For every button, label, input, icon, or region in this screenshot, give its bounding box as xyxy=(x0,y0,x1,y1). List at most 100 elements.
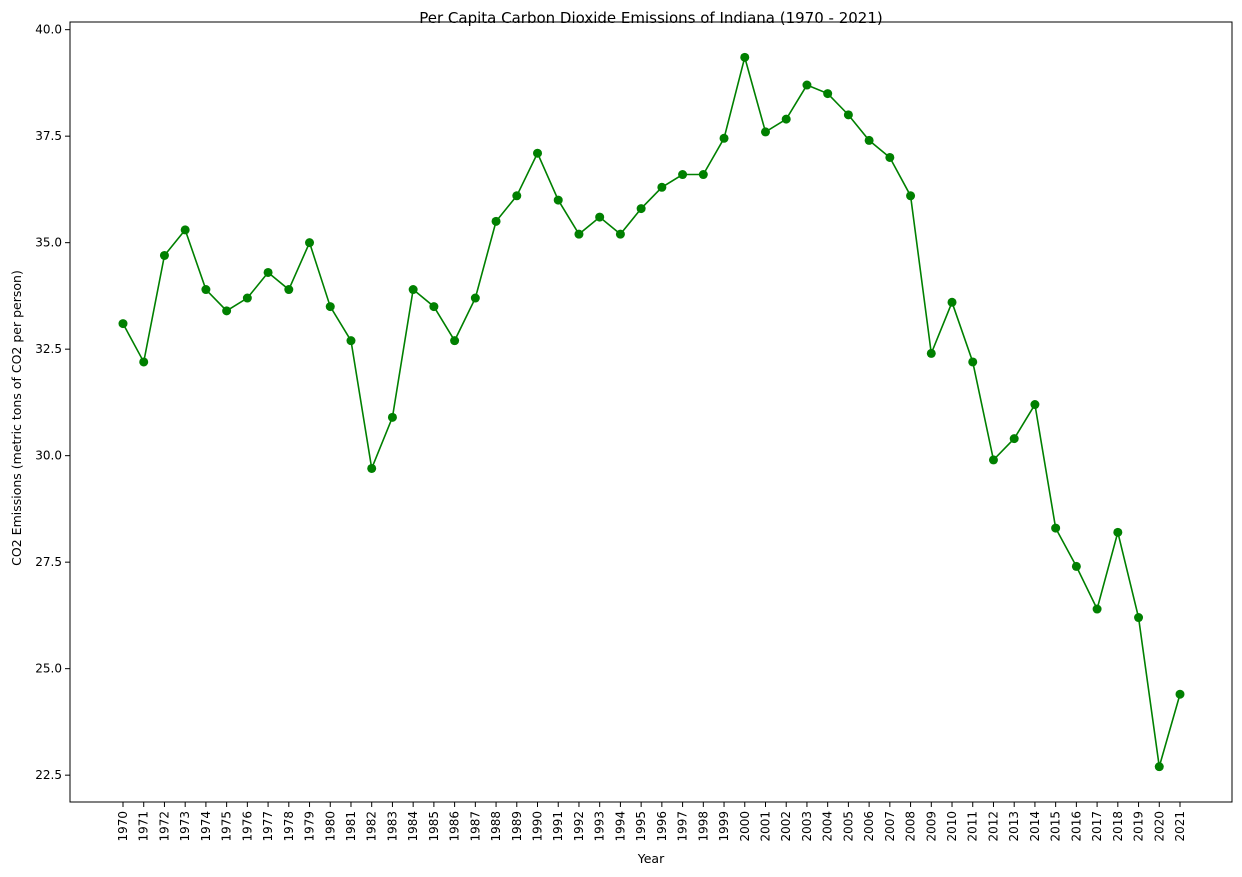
x-tick-label: 2008 xyxy=(904,811,918,842)
y-axis: 22.5 25.0 27.5 30.0 32.5 35.0 37.5 40.0 xyxy=(35,23,70,782)
data-point xyxy=(1051,523,1061,533)
data-point xyxy=(968,357,978,367)
data-point xyxy=(906,191,916,201)
x-tick-label: 1983 xyxy=(385,811,399,842)
y-tick-label: 30.0 xyxy=(35,449,62,463)
data-point xyxy=(1134,613,1144,623)
data-point xyxy=(367,463,377,473)
data-point xyxy=(1154,762,1164,772)
x-tick-label: 2004 xyxy=(821,811,835,842)
x-tick-label: 2012 xyxy=(986,811,1000,842)
y-tick-label: 37.5 xyxy=(35,129,62,143)
data-point xyxy=(450,336,460,346)
data-point xyxy=(843,110,853,120)
data-point xyxy=(491,216,501,226)
x-tick-label: 2005 xyxy=(841,811,855,842)
series-group xyxy=(118,52,1185,772)
x-tick-label: 1979 xyxy=(303,811,317,842)
x-tick-label: 1990 xyxy=(531,811,545,842)
x-tick-label: 2009 xyxy=(924,811,938,842)
x-tick-label: 2000 xyxy=(738,811,752,842)
x-tick-label: 1992 xyxy=(572,811,586,842)
x-tick-label: 1974 xyxy=(199,811,213,842)
data-point xyxy=(988,455,998,465)
x-tick-label: 2006 xyxy=(862,811,876,842)
x-tick-label: 1996 xyxy=(655,811,669,842)
x-tick-label: 1994 xyxy=(613,811,627,842)
data-point xyxy=(1030,400,1040,410)
x-tick-label: 1980 xyxy=(323,811,337,842)
x-tick-label: 1977 xyxy=(261,811,275,842)
data-point xyxy=(222,306,232,316)
x-tick-label: 1971 xyxy=(137,811,151,842)
data-point xyxy=(201,285,211,295)
data-point xyxy=(180,225,190,235)
data-point xyxy=(885,152,895,162)
x-tick-label: 2017 xyxy=(1090,811,1104,842)
x-tick-label: 1995 xyxy=(634,811,648,842)
data-point xyxy=(864,135,874,145)
data-point xyxy=(553,195,563,205)
x-tick-label: 2002 xyxy=(779,811,793,842)
data-point xyxy=(719,133,729,143)
data-point xyxy=(595,212,605,222)
x-tick-label: 2001 xyxy=(758,811,772,842)
x-tick-label: 1982 xyxy=(365,811,379,842)
data-point xyxy=(1175,689,1185,699)
data-point xyxy=(429,302,439,312)
data-point xyxy=(470,293,480,303)
data-point xyxy=(387,412,397,422)
data-point xyxy=(325,302,335,312)
x-tick-label: 1997 xyxy=(676,811,690,842)
data-point xyxy=(636,204,646,214)
y-axis-label: CO2 Emissions (metric tons of CO2 per pe… xyxy=(9,270,24,566)
data-point xyxy=(305,238,315,248)
x-tick-label: 2010 xyxy=(945,811,959,842)
series-line xyxy=(122,54,1181,767)
x-tick-label: 1998 xyxy=(696,811,710,842)
y-tick-label: 27.5 xyxy=(35,555,62,569)
data-point xyxy=(1092,604,1102,614)
x-tick-label: 1973 xyxy=(178,811,192,842)
data-point xyxy=(698,170,708,180)
data-point xyxy=(947,297,957,307)
x-tick-label: 1976 xyxy=(240,811,254,842)
data-point xyxy=(533,148,543,158)
x-tick-label: 2016 xyxy=(1069,811,1083,842)
data-point xyxy=(1071,561,1081,571)
y-tick-label: 22.5 xyxy=(35,768,62,782)
y-tick-label: 40.0 xyxy=(35,23,62,37)
data-point xyxy=(926,348,936,358)
x-axis: 1970 1971 1972 1973 1974 1975 1976 1977 1978 1979… xyxy=(116,802,1187,842)
data-point xyxy=(139,357,149,367)
data-point xyxy=(802,80,812,90)
data-point xyxy=(118,319,128,329)
y-tick-label: 32.5 xyxy=(35,342,62,356)
x-tick-label: 1989 xyxy=(510,811,524,842)
data-point xyxy=(1113,527,1123,537)
y-tick-label: 25.0 xyxy=(35,662,62,676)
data-point xyxy=(823,89,833,99)
x-tick-label: 1981 xyxy=(344,811,358,842)
x-tick-label: 2013 xyxy=(1007,811,1021,842)
x-tick-label: 2018 xyxy=(1111,811,1125,842)
x-tick-label: 2011 xyxy=(966,811,980,842)
data-point xyxy=(159,250,169,260)
x-tick-label: 2020 xyxy=(1152,811,1166,842)
data-point xyxy=(512,191,522,201)
data-point xyxy=(615,229,625,239)
x-tick-label: 1986 xyxy=(448,811,462,842)
x-tick-label: 2015 xyxy=(1049,811,1063,842)
data-point xyxy=(346,336,356,346)
x-tick-label: 1978 xyxy=(282,811,296,842)
x-axis-label: Year xyxy=(637,851,665,866)
x-tick-label: 1991 xyxy=(551,811,565,842)
data-point xyxy=(1009,434,1019,444)
x-tick-label: 1993 xyxy=(593,811,607,842)
chart-title: Per Capita Carbon Dioxide Emissions of I… xyxy=(419,9,883,27)
data-point xyxy=(263,267,273,277)
x-tick-label: 1988 xyxy=(489,811,503,842)
y-tick-label: 35.0 xyxy=(35,236,62,250)
data-point xyxy=(408,285,418,295)
plot-area xyxy=(69,21,1233,803)
